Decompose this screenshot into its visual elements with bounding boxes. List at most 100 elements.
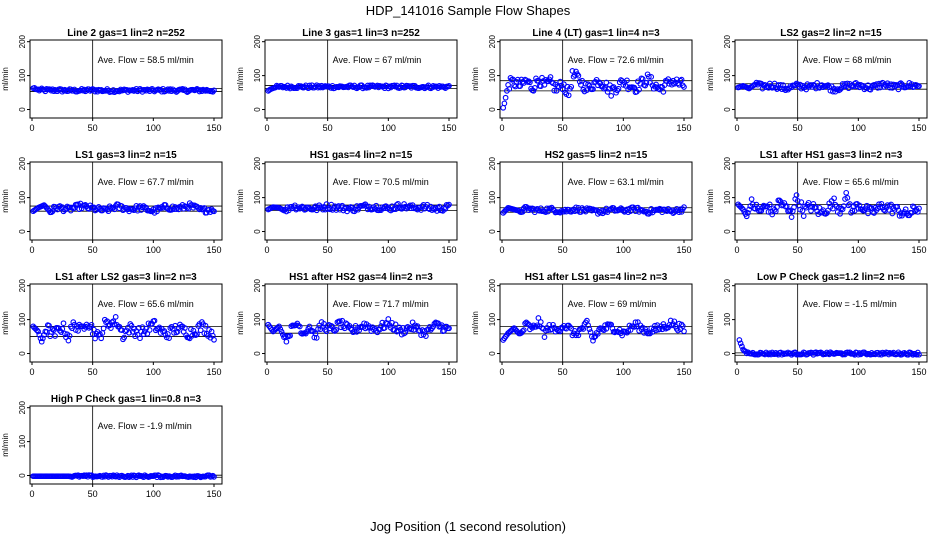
- ave-flow-annotation: Ave. Flow = 65.6 ml/min: [98, 299, 194, 309]
- data-point: [891, 83, 898, 90]
- data-point: [573, 204, 579, 211]
- data-point: [276, 323, 282, 330]
- panel-title: HS1 after LS1 gas=4 lin=2 n=3: [525, 272, 668, 283]
- ave-flow-annotation: Ave. Flow = 70.5 ml/min: [333, 177, 429, 187]
- panel-frame: [29, 283, 223, 363]
- data-point: [639, 76, 646, 82]
- data-point: [169, 203, 176, 210]
- data-point: [669, 322, 675, 329]
- data-point: [211, 336, 217, 343]
- data-point: [736, 337, 743, 343]
- data-point: [776, 197, 783, 204]
- y-tick-label: 100: [18, 434, 27, 448]
- data-point: [332, 328, 338, 334]
- data-point: [431, 320, 438, 327]
- data-point: [530, 87, 537, 94]
- data-point: [793, 192, 800, 198]
- data-point: [519, 208, 526, 215]
- y-tick-label: 100: [488, 68, 497, 82]
- y-tick-label: 200: [253, 156, 262, 170]
- ave-flow-annotation: Ave. Flow = 58.5 ml/min: [98, 55, 194, 65]
- data-point: [126, 329, 132, 336]
- data-point: [565, 92, 572, 99]
- data-point: [799, 207, 806, 214]
- data-point: [676, 320, 682, 327]
- y-tick-label: 200: [723, 278, 732, 292]
- data-point: [88, 321, 95, 328]
- y-axis-label: ml/min: [471, 189, 480, 213]
- data-point: [444, 202, 451, 209]
- y-tick-label: 0: [253, 351, 262, 356]
- y-tick-label: 200: [18, 34, 27, 48]
- x-tick-label: 0: [264, 123, 269, 133]
- panel-frame: [29, 405, 223, 485]
- panel-8: LS1 after HS1 gas=3 lin=2 n=3 ml/min 0 100 2…: [706, 150, 928, 255]
- y-axis-label: ml/min: [236, 67, 245, 91]
- data-point: [284, 204, 291, 210]
- x-tick-label: 0: [29, 489, 34, 499]
- data-point: [671, 318, 678, 325]
- data-point: [174, 328, 181, 335]
- ave-flow-annotation: Ave. Flow = 63.1 ml/min: [568, 177, 664, 187]
- data-point: [666, 207, 673, 214]
- data-point: [339, 317, 346, 324]
- panel-2: Line 3 gas=1 lin=3 n=252 ml/min 0 100 200 0 50…: [236, 28, 458, 133]
- y-tick-label: 100: [723, 312, 732, 326]
- data-point: [100, 472, 107, 479]
- data-point: [277, 326, 284, 332]
- data-point: [910, 203, 916, 210]
- y-axis-label: ml/min: [1, 433, 10, 457]
- data-point: [910, 351, 916, 358]
- data-point: [506, 86, 513, 92]
- data-point: [392, 321, 399, 328]
- x-tick-label: 0: [499, 245, 504, 255]
- data-point: [547, 74, 554, 80]
- data-point: [139, 204, 146, 211]
- data-point: [363, 203, 370, 210]
- data-point: [791, 204, 797, 211]
- data-point: [211, 87, 217, 94]
- data-point: [202, 322, 209, 329]
- data-point: [287, 332, 293, 339]
- data-point: [189, 202, 196, 208]
- data-point: [35, 328, 41, 335]
- x-tick-label: 50: [793, 245, 803, 255]
- x-tick-label: 50: [323, 123, 333, 133]
- ave-flow-annotation: Ave. Flow = 71.7 ml/min: [333, 299, 429, 309]
- data-point: [542, 209, 549, 215]
- data-point: [140, 331, 147, 337]
- y-tick-label: 0: [488, 107, 497, 112]
- data-points: [265, 82, 452, 94]
- y-tick-label: 200: [488, 278, 497, 292]
- panel-title: HS1 gas=4 lin=2 n=15: [310, 150, 413, 161]
- data-point: [546, 321, 553, 328]
- y-tick-label: 0: [253, 229, 262, 234]
- data-point: [211, 474, 217, 480]
- data-point: [746, 206, 752, 213]
- y-tick-label: 0: [253, 107, 262, 112]
- data-points: [736, 337, 922, 358]
- data-point: [896, 81, 903, 87]
- data-point: [341, 325, 348, 332]
- data-point: [908, 350, 915, 357]
- data-point: [146, 327, 153, 333]
- data-point: [743, 213, 750, 220]
- data-point: [446, 83, 452, 89]
- figure-title: HDP_141016 Sample Flow Shapes: [366, 3, 571, 18]
- data-point: [831, 85, 837, 92]
- y-tick-label: 0: [723, 229, 732, 234]
- data-point: [376, 326, 383, 333]
- y-tick-label: 0: [18, 229, 27, 234]
- data-point: [681, 84, 687, 90]
- data-point: [519, 328, 526, 334]
- x-tick-label: 100: [851, 245, 866, 255]
- data-point: [748, 196, 755, 202]
- x-tick-label: 100: [616, 123, 631, 133]
- data-point: [66, 333, 73, 339]
- data-point: [769, 211, 776, 218]
- data-point: [603, 79, 610, 86]
- data-point: [514, 76, 521, 83]
- data-point: [283, 338, 290, 345]
- data-point: [569, 68, 576, 74]
- y-tick-label: 200: [723, 34, 732, 48]
